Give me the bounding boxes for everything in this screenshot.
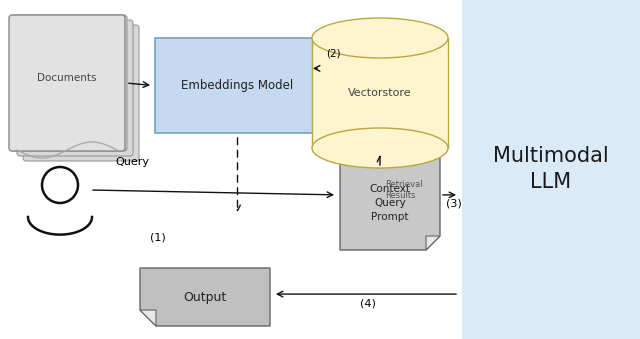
Text: (4): (4): [360, 298, 376, 308]
Text: (1): (1): [150, 232, 166, 242]
Text: Retrieval
Results: Retrieval Results: [385, 180, 422, 200]
Text: (3): (3): [446, 199, 461, 209]
FancyBboxPatch shape: [23, 25, 139, 161]
Ellipse shape: [312, 128, 448, 168]
Text: Multimodal
LLM: Multimodal LLM: [493, 146, 609, 192]
Polygon shape: [140, 268, 270, 326]
Text: Query: Query: [115, 157, 149, 167]
Circle shape: [42, 167, 78, 203]
FancyBboxPatch shape: [17, 20, 133, 156]
Text: (2): (2): [326, 48, 340, 58]
Bar: [312, 38, 448, 148]
FancyBboxPatch shape: [9, 15, 125, 151]
FancyBboxPatch shape: [462, 0, 640, 339]
FancyBboxPatch shape: [11, 15, 127, 151]
Text: Context
Query
Prompt: Context Query Prompt: [369, 183, 410, 221]
Polygon shape: [340, 155, 440, 250]
Polygon shape: [140, 310, 156, 326]
Text: Embeddings Model: Embeddings Model: [181, 79, 294, 92]
Ellipse shape: [312, 18, 448, 58]
Text: Documents: Documents: [37, 73, 97, 83]
Polygon shape: [426, 236, 440, 250]
Text: Output: Output: [184, 291, 227, 303]
FancyBboxPatch shape: [155, 38, 320, 133]
Text: Vectorstore: Vectorstore: [348, 88, 412, 98]
